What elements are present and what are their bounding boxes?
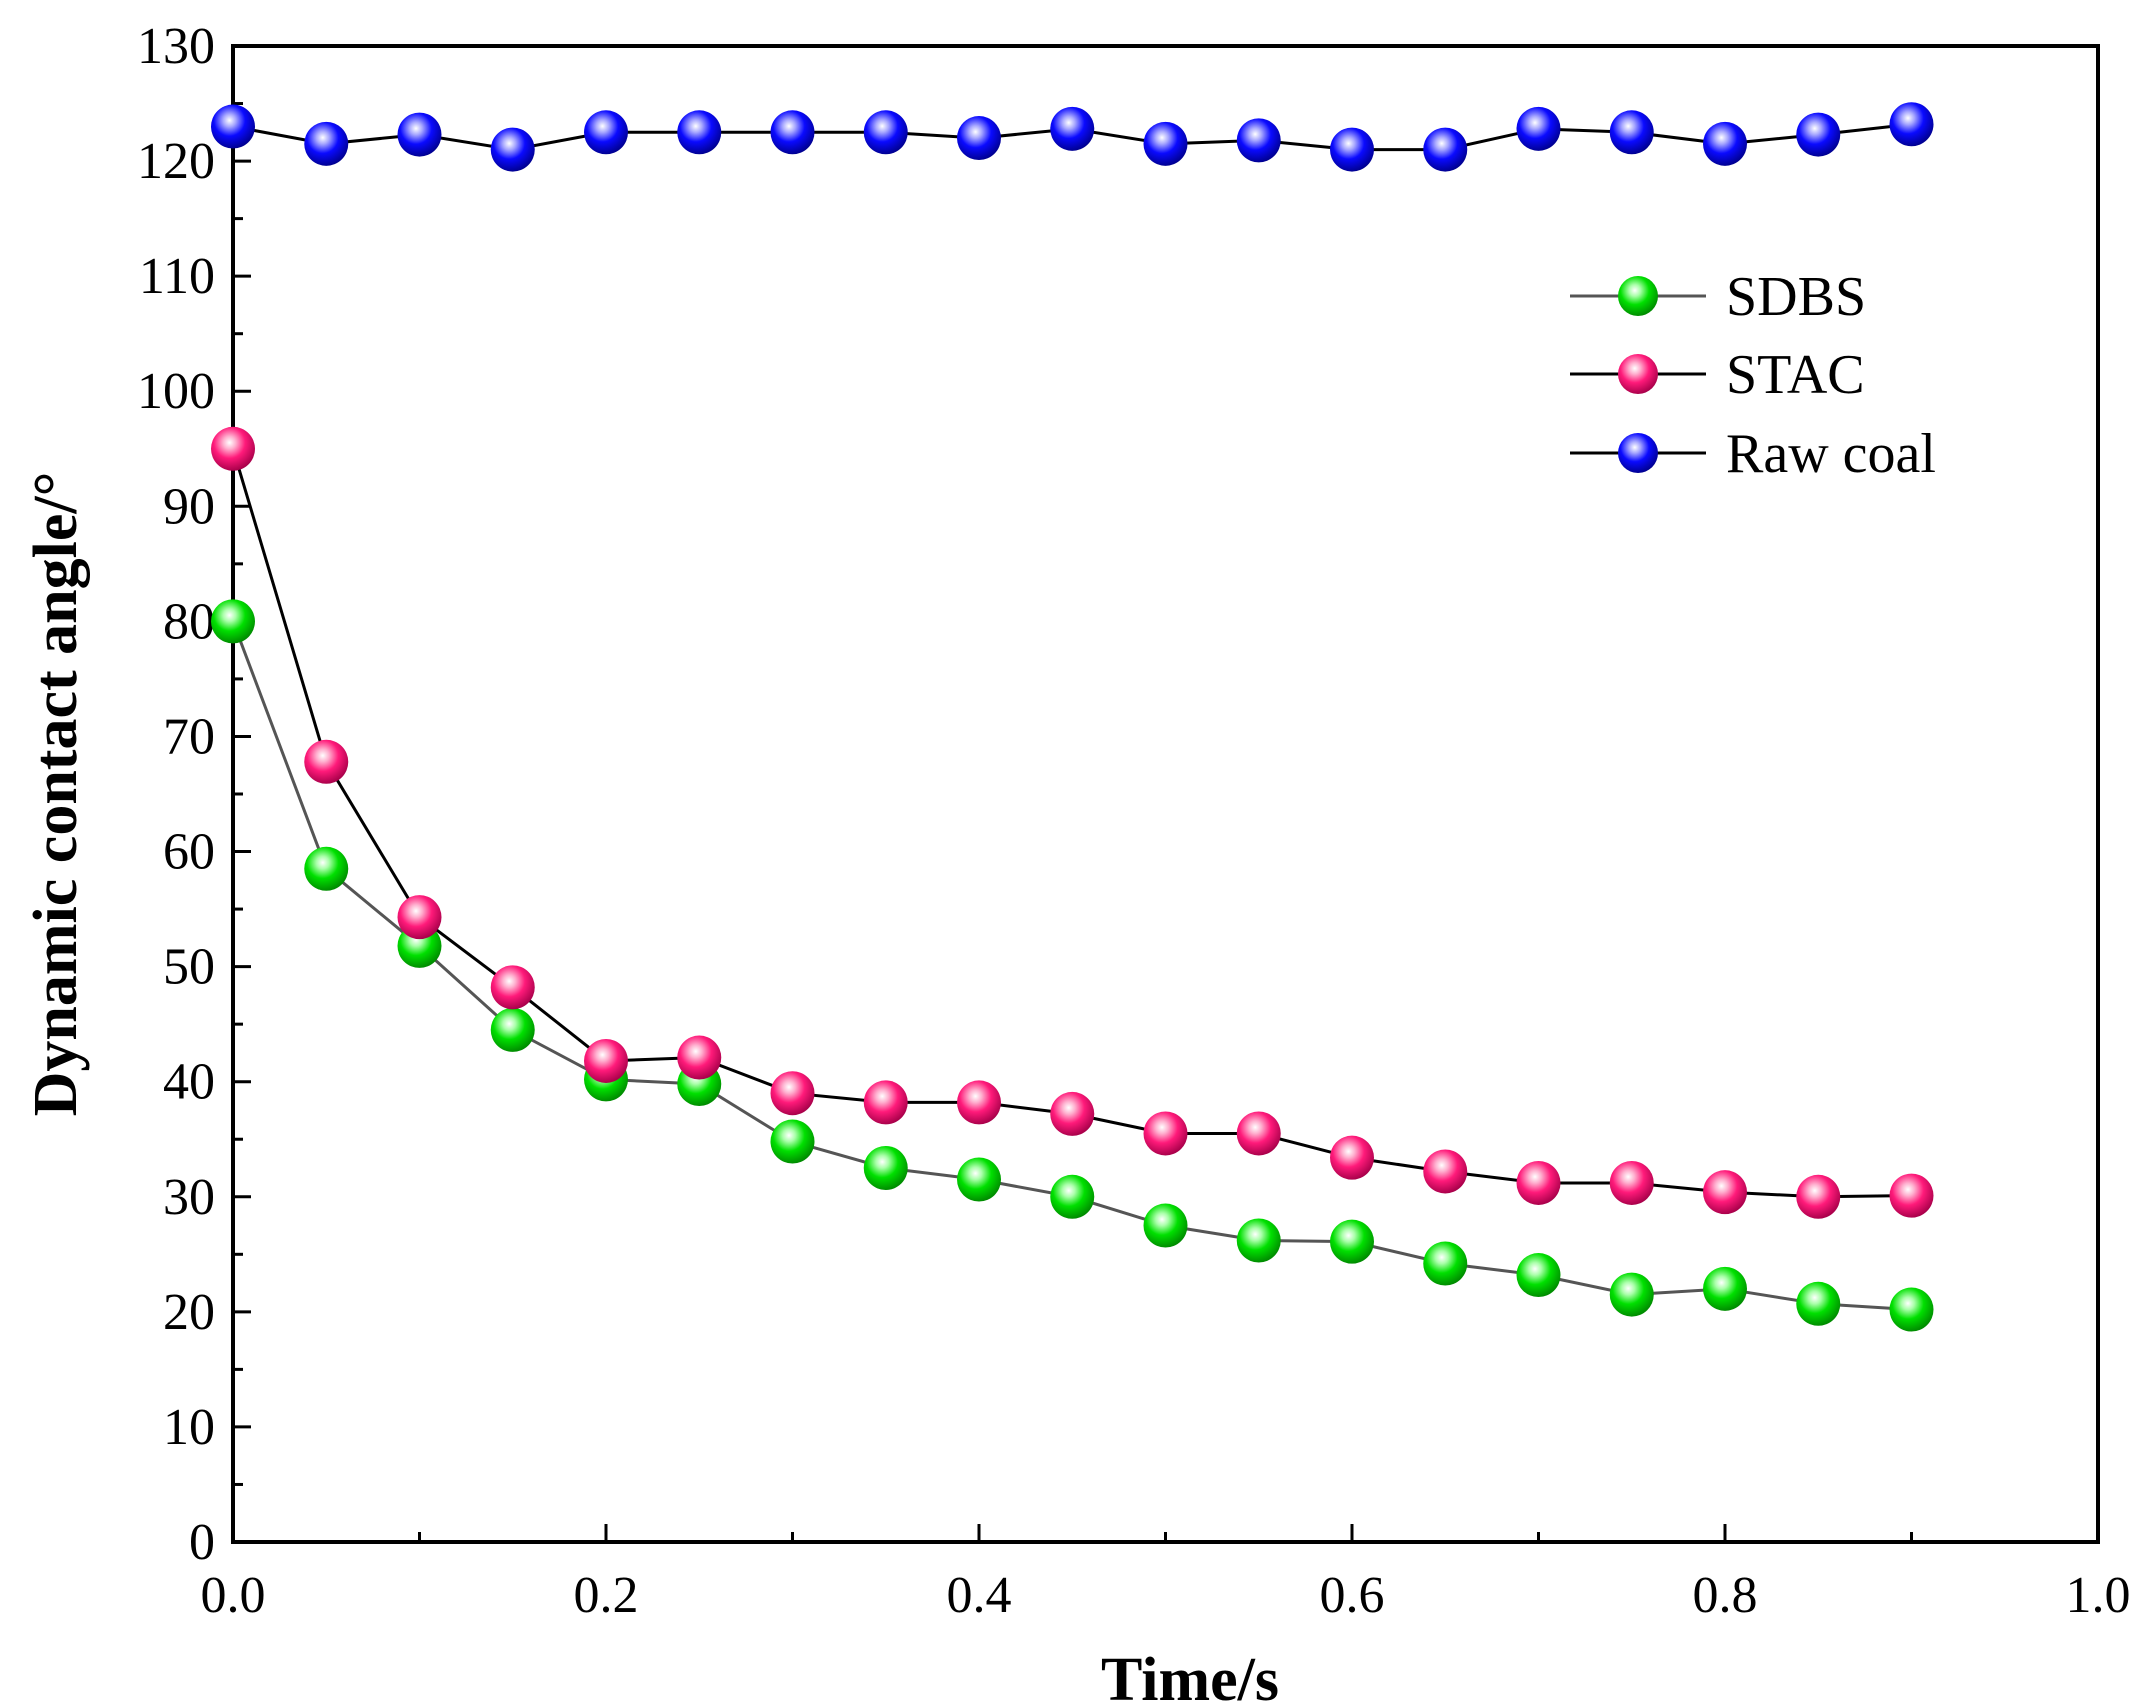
data-point-stac (304, 739, 349, 784)
data-point-stac (1236, 1111, 1281, 1156)
data-point-stac (1703, 1170, 1747, 1215)
y-tick-label: 110 (139, 248, 215, 305)
series-stac (211, 426, 1934, 1219)
y-tick-label: 20 (163, 1284, 215, 1341)
data-point-raw-coal (304, 121, 349, 166)
y-tick-label: 0 (189, 1514, 215, 1571)
data-point-raw-coal (1609, 110, 1654, 155)
y-tick-label: 120 (137, 133, 215, 190)
data-point-stac (770, 1071, 815, 1116)
data-point-stac (1050, 1091, 1095, 1136)
data-point-raw-coal (1423, 127, 1468, 172)
legend-item-raw-coal: Raw coal (1570, 423, 1936, 485)
data-point-stac (1889, 1173, 1934, 1218)
data-point-raw-coal (677, 110, 722, 155)
legend-item-stac: STAC (1570, 344, 1865, 406)
x-tick-label: 1.0 (2066, 1567, 2131, 1624)
y-tick-label: 30 (163, 1169, 215, 1226)
x-tick-label: 0.8 (1693, 1567, 1758, 1624)
data-point-raw-coal (863, 110, 908, 155)
data-point-raw-coal (1703, 121, 1747, 166)
data-point-raw-coal (211, 104, 255, 149)
legend-label-raw-coal: Raw coal (1726, 423, 1936, 485)
series-raw-coal (211, 102, 1934, 172)
data-point-raw-coal (1516, 106, 1561, 151)
data-point-raw-coal (397, 112, 442, 157)
series-sdbs (211, 599, 1934, 1332)
data-point-sdbs (863, 1146, 908, 1190)
data-point-sdbs (1796, 1281, 1841, 1326)
data-point-stac (957, 1080, 1001, 1125)
data-point-sdbs (1423, 1241, 1468, 1286)
y-tick-label: 50 (163, 939, 215, 996)
data-point-sdbs (957, 1157, 1001, 1202)
data-point-stac (211, 426, 255, 471)
data-point-raw-coal (1796, 112, 1841, 157)
legend-label-sdbs: SDBS (1726, 266, 1866, 328)
data-point-stac (677, 1035, 722, 1080)
legend: SDBS STAC Raw coal (1570, 266, 1936, 485)
data-point-raw-coal (584, 110, 628, 155)
data-point-stac (1609, 1160, 1654, 1205)
x-axis-ticks: 0.0 0.2 0.4 0.6 0.8 1.0 (201, 1524, 2131, 1624)
data-point-sdbs (1236, 1218, 1281, 1263)
data-point-raw-coal (1236, 118, 1281, 163)
data-point-sdbs (1050, 1174, 1095, 1219)
data-point-sdbs (1703, 1266, 1747, 1311)
legend-item-sdbs: SDBS (1570, 266, 1866, 328)
y-tick-label: 80 (163, 593, 215, 650)
data-point-sdbs (1143, 1203, 1188, 1248)
x-tick-label: 0.0 (201, 1567, 266, 1624)
y-tick-label: 60 (163, 824, 215, 881)
y-tick-label: 130 (137, 18, 215, 75)
y-axis-title: Dynamic contact angle/° (22, 472, 90, 1117)
data-point-sdbs (770, 1119, 815, 1164)
data-point-sdbs (1330, 1219, 1374, 1264)
legend-marker-stac (1618, 354, 1658, 394)
legend-marker-sdbs (1618, 276, 1658, 316)
series-layer (211, 102, 1934, 1332)
data-point-stac (1143, 1111, 1188, 1156)
x-tick-label: 0.6 (1320, 1567, 1385, 1624)
data-point-raw-coal (1143, 121, 1188, 166)
data-point-sdbs (1516, 1253, 1561, 1298)
data-point-stac (863, 1080, 908, 1125)
data-point-sdbs (1889, 1287, 1934, 1332)
series-line-stac (231, 448, 1912, 1199)
data-point-stac (1330, 1135, 1374, 1180)
data-point-stac (584, 1038, 628, 1083)
data-point-raw-coal (1330, 127, 1374, 172)
data-point-stac (1516, 1160, 1561, 1205)
x-tick-label: 0.4 (947, 1567, 1012, 1624)
y-tick-label: 90 (163, 478, 215, 535)
data-point-stac (397, 895, 442, 940)
y-tick-label: 70 (163, 708, 215, 765)
data-point-sdbs (304, 846, 349, 891)
data-point-sdbs (211, 599, 255, 644)
y-tick-label: 10 (163, 1399, 215, 1456)
legend-marker-raw-coal (1618, 433, 1658, 473)
legend-label-stac: STAC (1726, 344, 1865, 406)
x-tick-label: 0.2 (574, 1567, 639, 1624)
data-point-raw-coal (957, 116, 1001, 161)
y-axis-ticks: 0 10 20 30 40 50 60 70 80 90 100 110 120 130 (137, 18, 251, 1571)
data-point-sdbs (1609, 1272, 1654, 1317)
data-point-raw-coal (1889, 102, 1934, 147)
data-point-stac (1423, 1149, 1468, 1194)
data-point-stac (490, 965, 535, 1010)
x-axis-title: Time/s (1101, 1646, 1279, 1702)
data-point-sdbs (490, 1007, 535, 1052)
y-tick-label: 100 (137, 363, 215, 420)
y-tick-label: 40 (163, 1054, 215, 1111)
data-point-raw-coal (490, 127, 535, 172)
data-point-raw-coal (1050, 106, 1095, 151)
data-point-raw-coal (770, 110, 815, 155)
data-point-stac (1796, 1174, 1841, 1219)
